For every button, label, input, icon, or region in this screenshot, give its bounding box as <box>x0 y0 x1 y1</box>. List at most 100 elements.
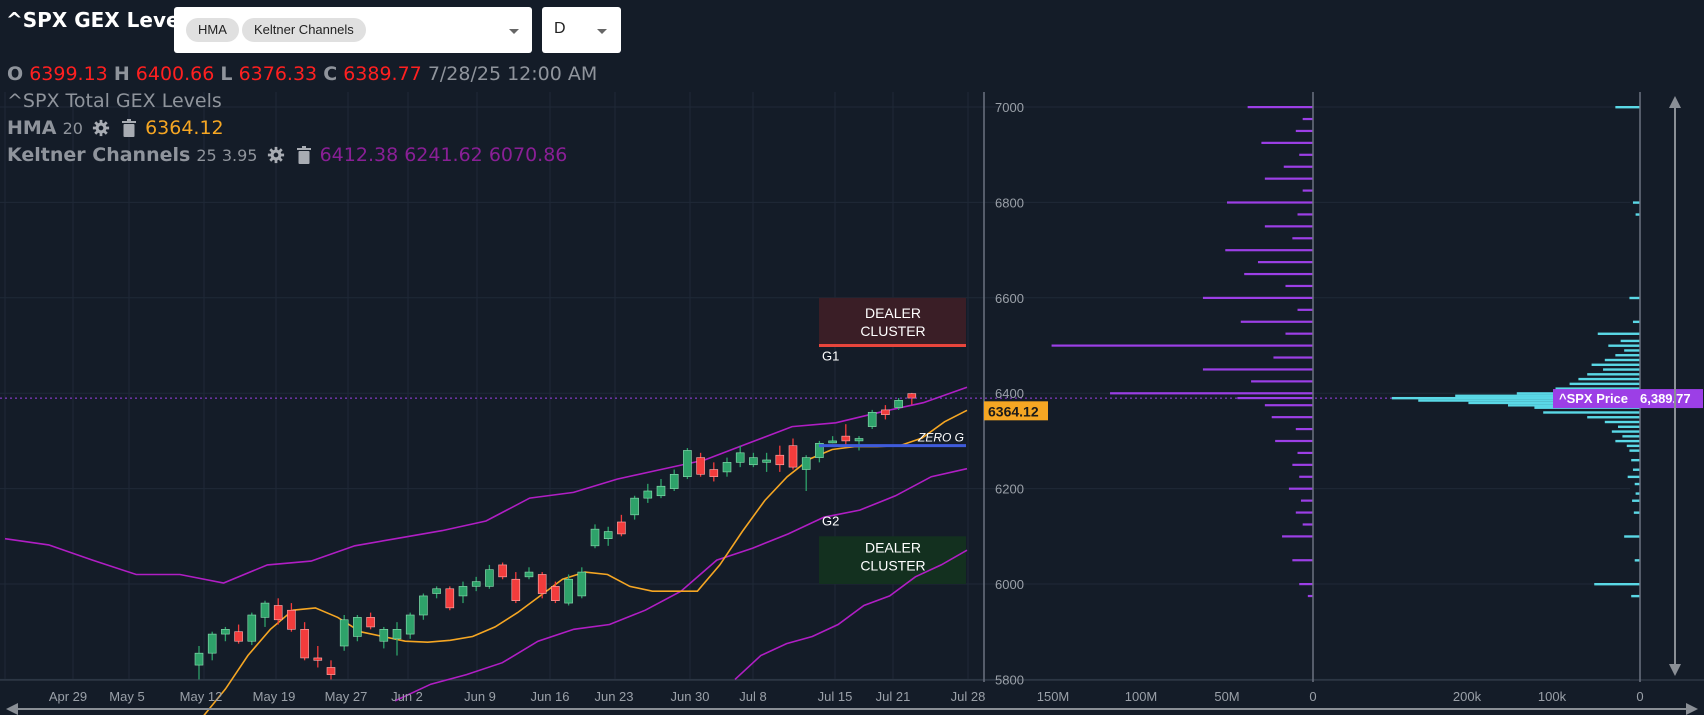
gex-bar <box>1299 153 1313 156</box>
volume-bar <box>1391 396 1640 400</box>
page-title: ^SPX GEX Levels <box>6 8 199 32</box>
gex-bar <box>1300 499 1313 502</box>
spx-price-tag-bg <box>1553 389 1703 409</box>
dealer-cluster-bottom-label-2: CLUSTER <box>860 557 925 573</box>
scroll-right-arrow-icon <box>1686 703 1698 715</box>
x-axis-tick-label: Jun 30 <box>670 689 709 704</box>
candle-body <box>273 605 283 621</box>
y-axis-tick-label: 6800 <box>995 195 1024 210</box>
open-label: O <box>7 63 24 85</box>
volume-bar <box>1620 339 1640 343</box>
volume-bar <box>1635 213 1640 216</box>
bar-datetime: 7/28/25 12:00 AM <box>427 63 598 85</box>
low-label: L <box>220 63 233 85</box>
candle-body <box>287 609 296 630</box>
gex-bar <box>1297 308 1313 311</box>
volume-bar <box>1632 320 1640 324</box>
dealer-cluster-bottom-zone <box>819 536 966 584</box>
x-axis-tick-label: Jul 15 <box>818 689 853 704</box>
gex-bar <box>1264 404 1313 407</box>
volume-bar <box>1587 373 1640 376</box>
gex-series-label: ^SPX Total GEX Levels <box>7 90 222 112</box>
gex-axis-tick-label: 50M <box>1214 689 1239 704</box>
close-value: 6389.77 <box>343 63 422 85</box>
hma-price-tag-bg <box>984 401 1048 421</box>
hma-params: 20 <box>62 119 83 138</box>
x-axis-tick-label: Jun 16 <box>530 689 569 704</box>
candle-body <box>366 617 375 628</box>
gex-bar <box>1302 117 1313 121</box>
candle-body <box>683 450 692 477</box>
volume-bar <box>1615 106 1640 109</box>
gex-bar <box>1264 177 1313 180</box>
dealer-cluster-bottom-label-1: DEALER <box>865 539 921 555</box>
candle-body <box>590 528 600 547</box>
volume-bar <box>1622 435 1640 438</box>
x-axis-tick-label: May 12 <box>180 689 223 704</box>
gex-bar <box>1240 320 1313 323</box>
gex-bars <box>1051 106 1313 598</box>
gex-bar <box>1288 487 1313 490</box>
keltner-params: 25 3.95 <box>196 146 258 165</box>
candle-body <box>419 595 428 616</box>
gear-icon[interactable] <box>92 119 110 142</box>
close-label: C <box>323 63 338 85</box>
dealer-cluster-top-label-2: CLUSTER <box>860 323 925 339</box>
candle-body <box>696 457 705 475</box>
x-axis-tick-label: Apr 29 <box>49 689 87 704</box>
x-axis-tick-label: May 5 <box>109 689 144 704</box>
volume-bar <box>1603 368 1640 371</box>
gex-axis-tick-label: 100M <box>1125 689 1158 704</box>
volume-bar <box>1624 349 1640 352</box>
candle-body <box>801 457 811 470</box>
spx-price-label: ^SPX Price <box>1559 391 1628 406</box>
volume-bar <box>1543 411 1640 414</box>
gex-bar <box>1275 439 1313 443</box>
volume-bar <box>1594 583 1640 586</box>
gex-bar <box>1295 427 1313 431</box>
period-select[interactable]: D <box>542 7 621 53</box>
volume-bar <box>1569 382 1640 386</box>
gex-bar <box>1051 344 1313 347</box>
gex-bar <box>1292 559 1313 562</box>
dealer-cluster-top-zone <box>819 297 966 346</box>
spx-price-value: 6,389.77 <box>1640 391 1691 406</box>
keltner-lower-line <box>734 549 968 680</box>
candle-body <box>537 574 547 594</box>
volume-bar <box>1633 511 1640 514</box>
y-axis-tick-label: 7000 <box>995 100 1024 115</box>
candle-body <box>775 454 785 466</box>
keltner-legend: Keltner Channels 25 3.95 6412.38 6241.62… <box>7 144 567 169</box>
gex-bar <box>1297 451 1313 455</box>
volume-axis-tick-label: 100k <box>1538 689 1567 704</box>
trash-icon[interactable] <box>296 146 311 169</box>
gear-icon[interactable] <box>267 146 285 169</box>
y-axis-tick-label: 6400 <box>995 386 1024 401</box>
x-axis-tick-label: Jul 28 <box>951 689 986 704</box>
chevron-down-icon[interactable] <box>597 29 607 34</box>
candle-body <box>485 569 494 587</box>
gex-bar <box>1292 237 1313 240</box>
gex-bar <box>1285 284 1313 288</box>
hma-legend: HMA 20 6364.12 <box>7 117 224 142</box>
zero-gamma-label: ZERO G <box>917 431 964 445</box>
volume-bars <box>1391 106 1640 598</box>
indicator-select[interactable]: HMA Keltner Channels <box>174 7 532 53</box>
indicator-chip-hma[interactable]: HMA <box>186 18 239 42</box>
y-axis-tick-label: 6600 <box>995 291 1024 306</box>
gex-bar <box>1307 594 1313 598</box>
candle-body <box>815 442 824 458</box>
gex-bar <box>1295 511 1313 514</box>
candle-body <box>524 571 534 578</box>
chevron-down-icon[interactable] <box>509 29 519 34</box>
volume-bar <box>1604 420 1640 424</box>
candle-body <box>392 629 402 640</box>
indicator-chip-keltner[interactable]: Keltner Channels <box>242 18 366 42</box>
trash-icon[interactable] <box>122 119 137 142</box>
gex-bar <box>1302 189 1313 192</box>
volume-bar <box>1604 358 1640 362</box>
chart-grid <box>0 92 1704 681</box>
gex-bar <box>1271 416 1313 419</box>
